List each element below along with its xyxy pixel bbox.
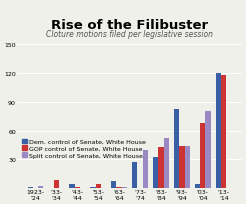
Bar bbox=[205, 112, 211, 188]
Text: Cloture motions filed per legislative session: Cloture motions filed per legislative se… bbox=[46, 30, 213, 39]
Bar bbox=[179, 146, 184, 188]
Bar bbox=[143, 150, 148, 188]
Bar bbox=[28, 187, 33, 188]
Bar bbox=[174, 110, 179, 188]
Bar bbox=[195, 184, 200, 188]
Bar bbox=[164, 139, 169, 188]
Bar bbox=[153, 157, 158, 188]
Bar bbox=[90, 187, 95, 188]
Bar bbox=[184, 146, 190, 188]
Bar bbox=[117, 187, 122, 188]
Bar bbox=[111, 181, 117, 188]
Bar bbox=[95, 184, 101, 188]
Bar bbox=[132, 162, 138, 188]
Bar bbox=[69, 184, 75, 188]
Title: Rise of the Filibuster: Rise of the Filibuster bbox=[51, 18, 208, 31]
Bar bbox=[216, 74, 221, 188]
Bar bbox=[75, 187, 80, 188]
Bar bbox=[54, 181, 59, 188]
Bar bbox=[158, 147, 164, 188]
Bar bbox=[122, 187, 127, 188]
Legend: Dem. control of Senate, White House, GOP control of Senate, White House, Split c: Dem. control of Senate, White House, GOP… bbox=[20, 138, 147, 159]
Bar bbox=[221, 75, 226, 188]
Bar bbox=[38, 186, 43, 188]
Bar bbox=[200, 123, 205, 188]
